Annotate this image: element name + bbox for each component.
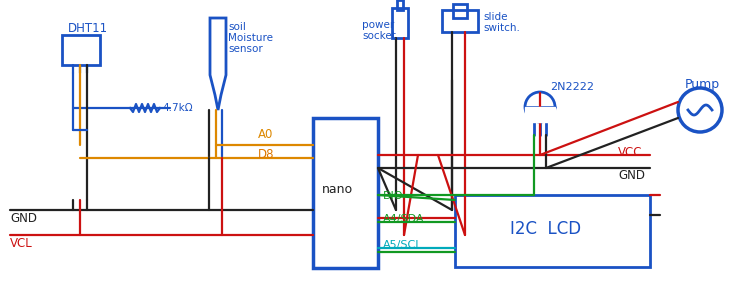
Text: sensor: sensor [228,44,262,54]
Text: Moisture: Moisture [228,33,273,43]
Text: Pump: Pump [685,78,720,91]
Text: I2C  LCD: I2C LCD [510,220,581,238]
Text: 2N2222: 2N2222 [550,82,594,92]
Text: soil: soil [228,22,246,32]
Text: D8: D8 [258,148,274,161]
Text: GND: GND [618,169,645,182]
Circle shape [525,92,555,122]
Text: VCL: VCL [10,237,33,250]
Text: VCC: VCC [618,146,642,159]
Text: socket: socket [362,31,396,41]
Text: power: power [362,20,394,30]
Text: slide: slide [483,12,508,22]
Text: GND: GND [10,212,37,225]
Text: switch.: switch. [483,23,520,33]
Text: A5/SCL: A5/SCL [383,240,423,250]
Text: DHT11: DHT11 [68,22,108,35]
Text: DIO: DIO [383,191,404,201]
Polygon shape [525,107,555,122]
Text: 4.7kΩ: 4.7kΩ [162,103,193,113]
Text: nano: nano [322,183,353,196]
Text: A4/SDA: A4/SDA [383,214,424,224]
Text: A0: A0 [258,128,274,141]
